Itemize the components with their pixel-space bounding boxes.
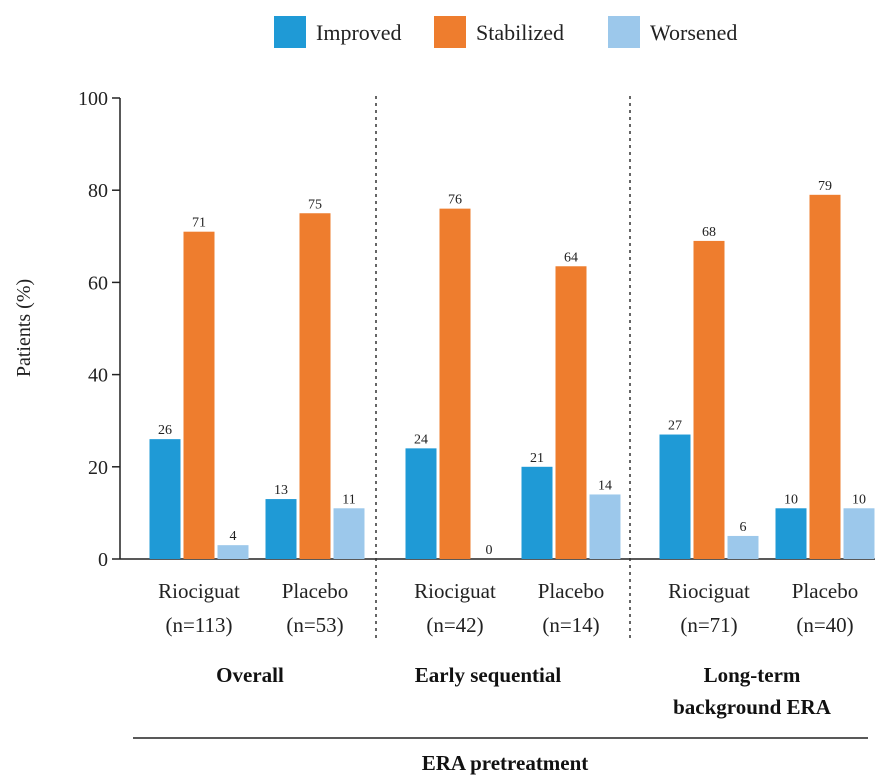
bar-value-label: 6 [740, 520, 747, 535]
bar-stabilized [555, 266, 587, 559]
legend-swatch-stabilized [434, 16, 466, 48]
bar-value-label: 27 [668, 419, 682, 434]
bar-value-label: 0 [486, 543, 493, 558]
bar-value-label: 75 [308, 197, 322, 212]
bar-worsened [589, 494, 621, 559]
y-tick-label: 0 [98, 549, 108, 571]
group-label: background ERA [673, 695, 832, 719]
category-n-label: (n=71) [680, 613, 737, 637]
category-label: Riociguat [158, 579, 240, 603]
group-label: Overall [216, 663, 284, 687]
legend-label-worsened: Worsened [650, 20, 737, 45]
group-label: Long-term [704, 663, 801, 687]
y-axis-label: Patients (%) [13, 279, 35, 377]
y-tick-label: 20 [88, 457, 108, 479]
category-n-label: (n=113) [165, 613, 232, 637]
group-labels: Overall Early sequential Long-term backgrou… [216, 663, 832, 719]
legend-label-improved: Improved [316, 20, 402, 45]
bar-value-label: 79 [818, 179, 832, 194]
y-tick-label: 40 [88, 365, 108, 387]
category-n-label: (n=53) [286, 613, 343, 637]
legend-swatch-worsened [608, 16, 640, 48]
bar-worsened [333, 508, 365, 559]
y-tick-label: 100 [78, 88, 108, 110]
category-label: Placebo [538, 579, 604, 603]
bar-value-label: 24 [414, 432, 428, 447]
bar-improved [405, 448, 437, 559]
category-label: Placebo [282, 579, 348, 603]
bar-value-label: 13 [274, 483, 288, 498]
bar-improved [659, 434, 691, 559]
y-tick-label: 60 [88, 272, 108, 294]
bar-worsened [727, 535, 759, 559]
legend-label-stabilized: Stabilized [476, 20, 564, 45]
bar-stabilized [809, 194, 841, 559]
group-label: Early sequential [415, 663, 562, 687]
bar-value-label: 76 [448, 193, 462, 208]
bar-value-label: 10 [784, 492, 798, 507]
category-label: Riociguat [668, 579, 750, 603]
bar-value-label: 21 [530, 451, 544, 466]
bar-stabilized [693, 240, 725, 559]
category-n-label: (n=42) [426, 613, 483, 637]
category-n-label: (n=40) [796, 613, 853, 637]
category-label: Placebo [792, 579, 858, 603]
bars [149, 194, 875, 559]
legend: Improved Stabilized Worsened [274, 16, 737, 48]
category-n-label: (n=14) [542, 613, 599, 637]
bar-worsened [843, 508, 875, 559]
bar-stabilized [183, 231, 215, 559]
bar-stabilized [439, 208, 471, 559]
category-label: Riociguat [414, 579, 496, 603]
bar-improved [775, 508, 807, 559]
bar-value-label: 14 [598, 478, 612, 493]
x-axis-category-labels: Riociguat (n=113) Placebo (n=53) Riociguat (n… [158, 579, 858, 637]
legend-swatch-improved [274, 16, 306, 48]
bar-improved [149, 439, 181, 559]
bar-value-label: 10 [852, 492, 866, 507]
bar-worsened [217, 545, 249, 559]
y-tick-label: 80 [88, 180, 108, 202]
bar-improved [265, 499, 297, 559]
bar-improved [521, 466, 553, 559]
bar-value-label: 64 [564, 250, 578, 265]
bar-value-label: 71 [192, 216, 206, 231]
bar-value-label: 11 [342, 492, 355, 507]
bar-stabilized [299, 213, 331, 559]
bar-value-label: 68 [702, 225, 716, 240]
bar-value-label: 4 [230, 529, 237, 544]
group-title: ERA pretreatment [422, 751, 589, 775]
bar-value-labels: 26 13 24 21 27 10 71 75 76 64 68 79 4 11 0 14 6 10 [158, 179, 866, 558]
bar-value-label: 26 [158, 423, 172, 438]
